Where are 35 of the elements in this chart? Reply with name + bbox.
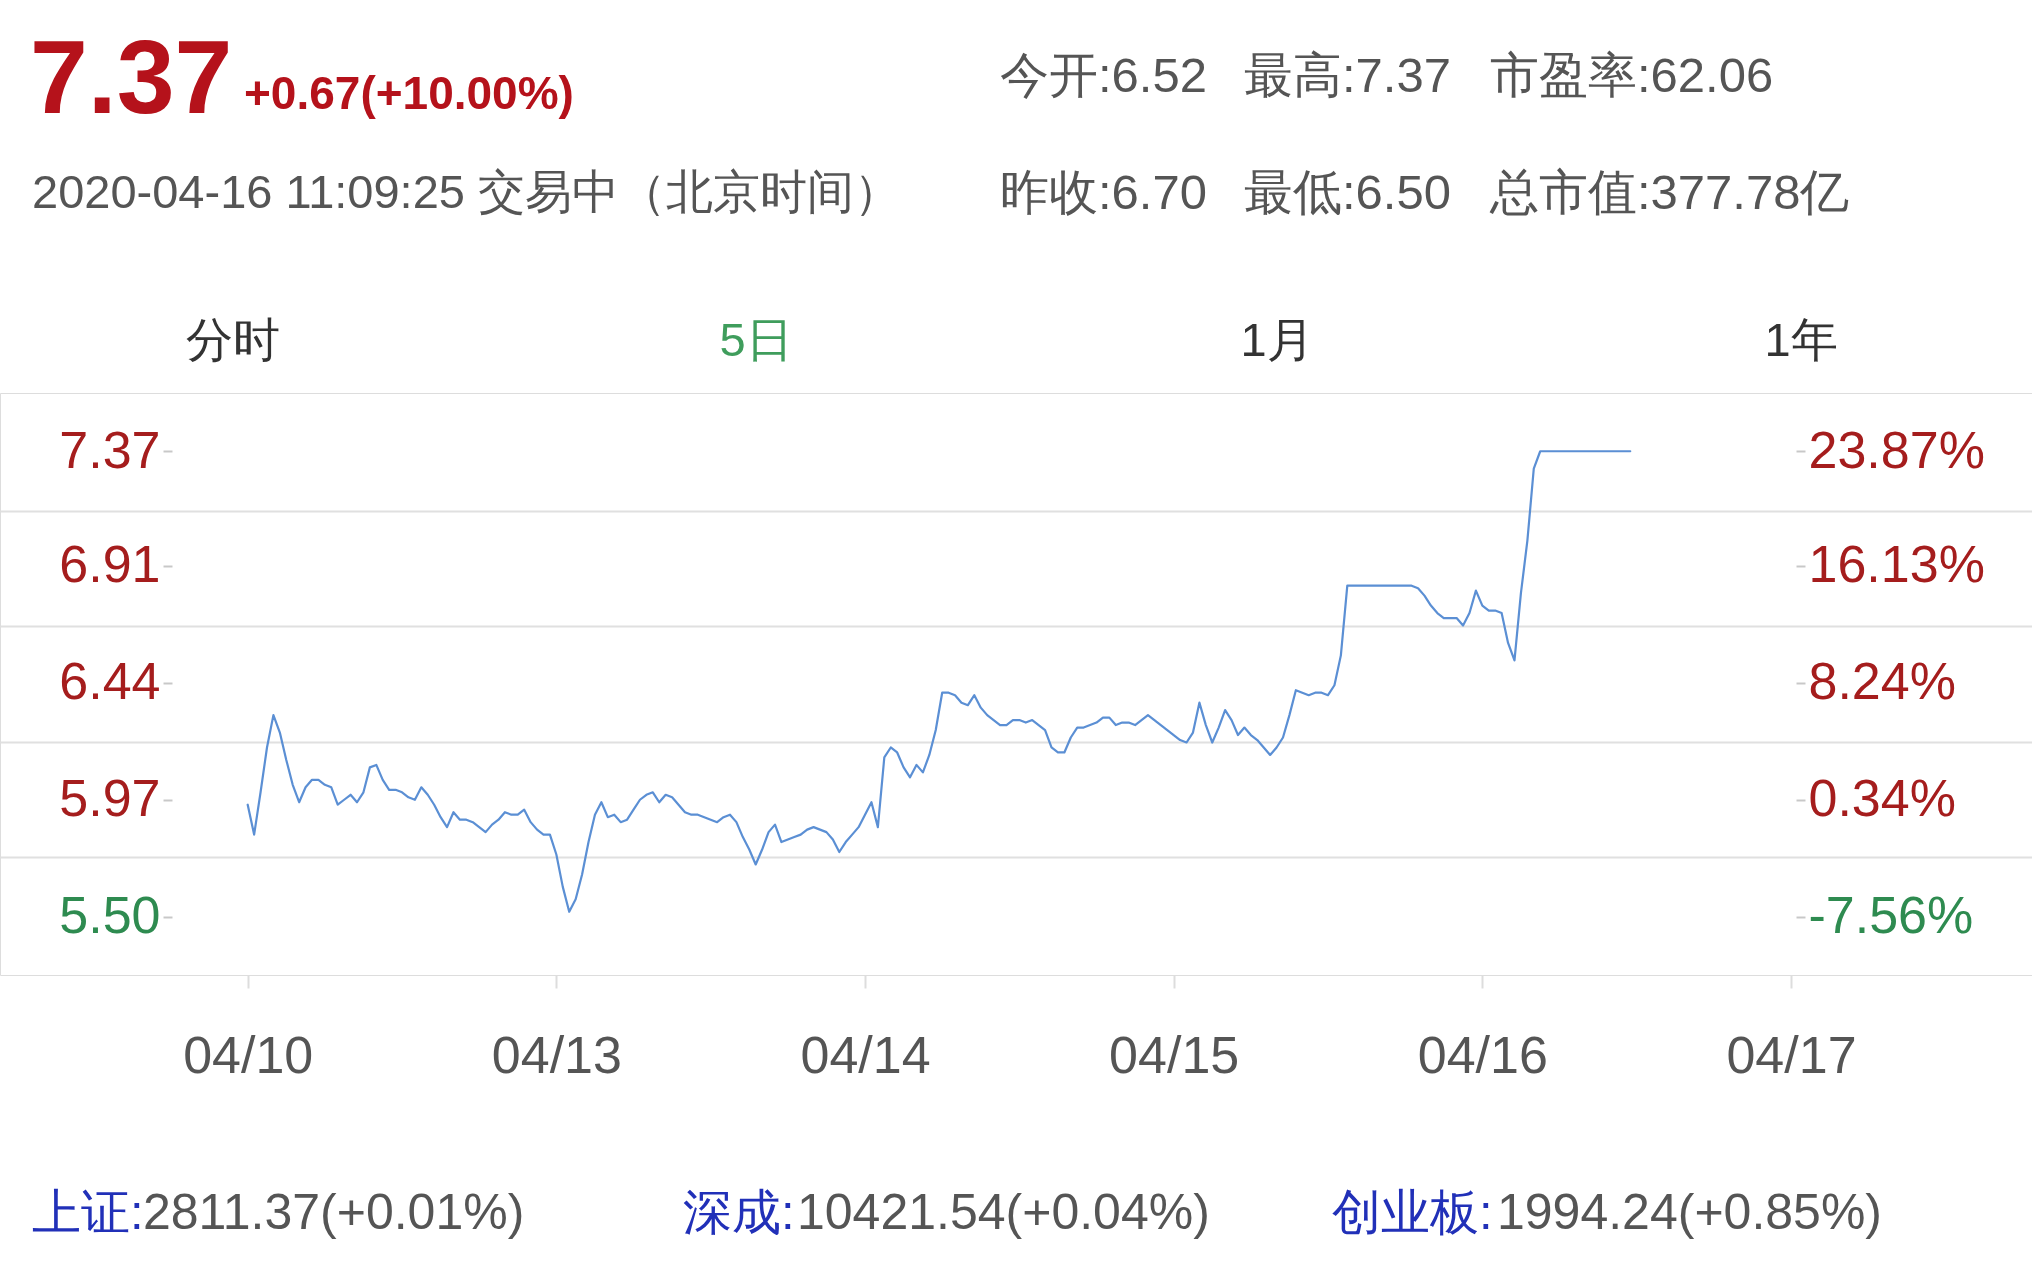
text: 深成: bbox=[683, 1185, 795, 1239]
text: +0.67(+10.00%) bbox=[244, 67, 574, 119]
y2-tick-label: 16.13% bbox=[1808, 535, 1985, 594]
x-tick-label: 04/14 bbox=[800, 1025, 931, 1084]
y2-tick-label: 8.24% bbox=[1808, 652, 1956, 711]
text: 1年 bbox=[1764, 313, 1838, 366]
text: 1月 bbox=[1240, 313, 1314, 366]
text: 总市值:377.78亿 bbox=[1489, 165, 1850, 219]
y2-tick-label: -7.56% bbox=[1808, 886, 1974, 945]
text: 最高:7.37 bbox=[1244, 48, 1451, 102]
y-tick-label: 6.44 bbox=[59, 652, 161, 711]
y-tick-label: 6.91 bbox=[59, 535, 161, 594]
text: 1994.24(+0.85%) bbox=[1497, 1184, 1883, 1240]
x-tick-label: 04/16 bbox=[1417, 1025, 1548, 1084]
x-tick-label: 04/10 bbox=[183, 1025, 314, 1084]
text: 分时 bbox=[186, 313, 280, 366]
x-tick-label: 04/13 bbox=[491, 1025, 622, 1084]
y2-tick-label: 0.34% bbox=[1808, 769, 1956, 828]
text: 今开:6.52 bbox=[1000, 48, 1207, 102]
text: 2020-04-16 11:09:25 交易中（北京时间） bbox=[32, 165, 901, 218]
x-tick-label: 04/15 bbox=[1109, 1025, 1240, 1084]
text: 10421.54(+0.04%) bbox=[797, 1184, 1210, 1240]
text: 最低:6.50 bbox=[1244, 165, 1451, 219]
text: 市盈率:62.06 bbox=[1490, 48, 1774, 102]
y2-tick-label: 23.87% bbox=[1808, 420, 1985, 479]
text: 昨收:6.70 bbox=[1000, 165, 1207, 219]
y-tick-label: 5.50 bbox=[59, 886, 161, 945]
text: 5日 bbox=[719, 313, 793, 366]
line-series bbox=[246, 450, 1632, 913]
y-tick-label: 5.97 bbox=[59, 769, 161, 828]
text: 创业板: bbox=[1332, 1185, 1493, 1239]
y-tick-label: 7.37 bbox=[59, 420, 161, 479]
text: 上证: bbox=[32, 1185, 144, 1239]
text: 2811.37(+0.01%) bbox=[143, 1184, 525, 1240]
x-tick-label: 04/17 bbox=[1726, 1025, 1857, 1084]
